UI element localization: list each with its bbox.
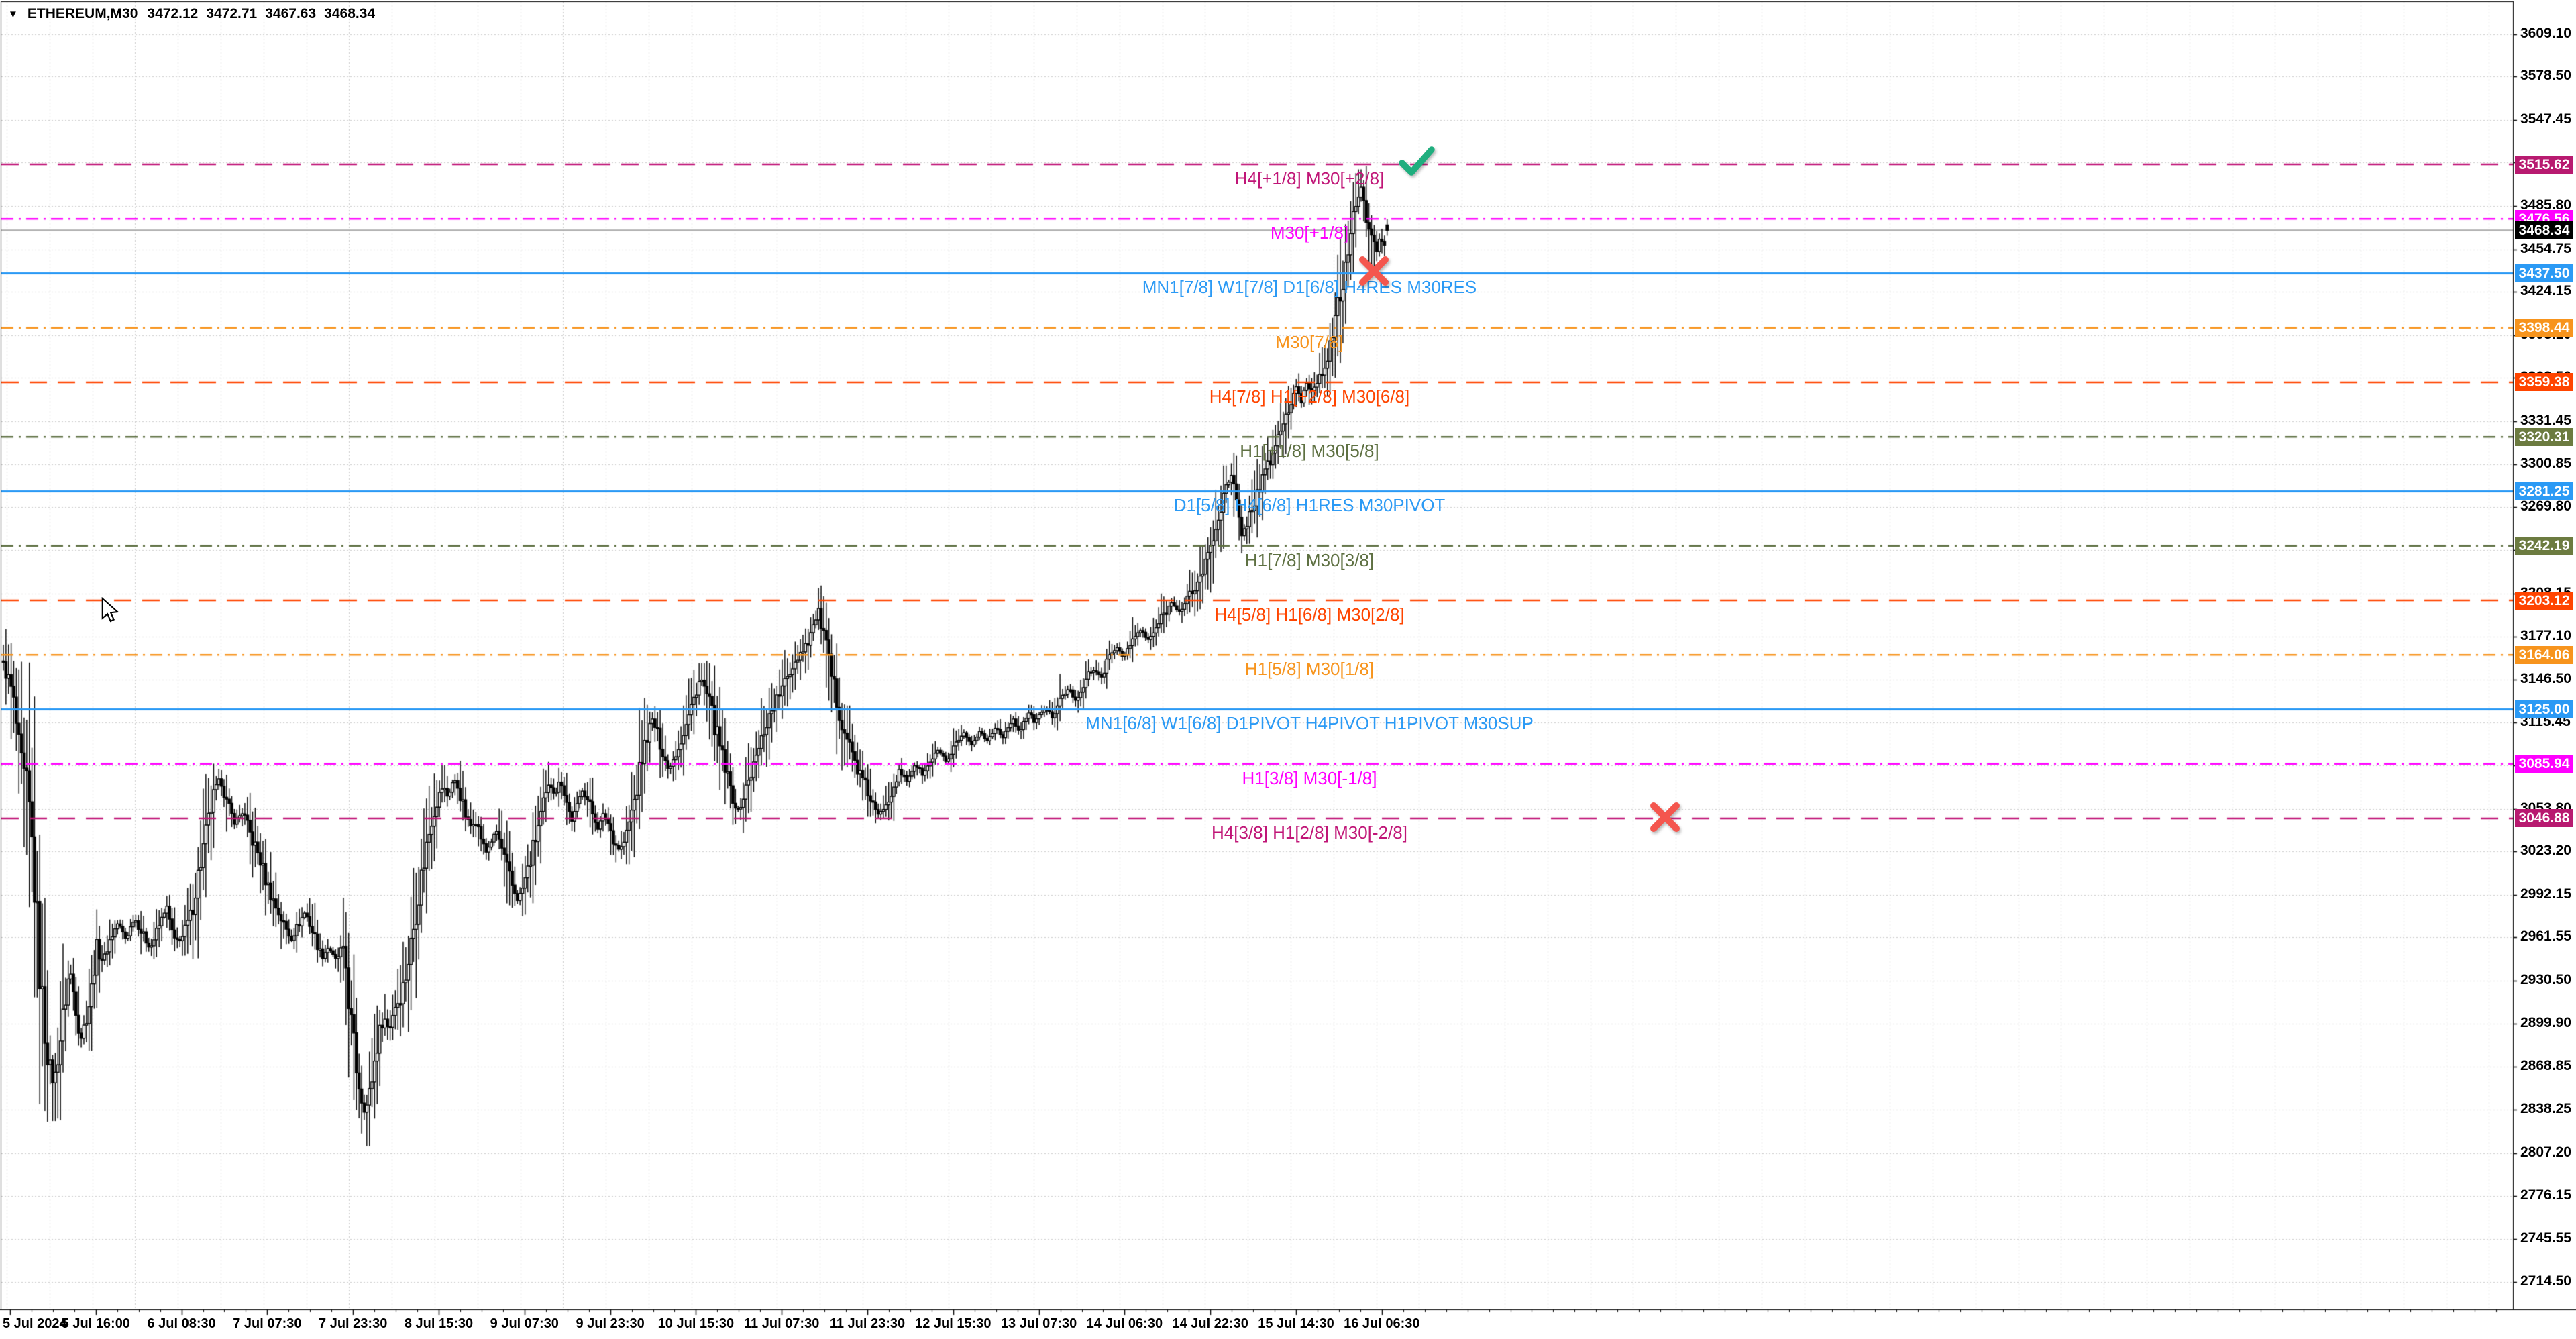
time-axis-tick[interactable]: 6 Jul 08:30 xyxy=(147,1316,216,1331)
price-axis-tick[interactable]: 3424.15 xyxy=(2520,283,2571,299)
price-level-badge: 3320.31 xyxy=(2515,427,2573,446)
price-axis-tick[interactable]: 2838.25 xyxy=(2520,1100,2571,1116)
chart-title: ▼ ETHEREUM,M30 3472.12 3472.71 3467.63 3… xyxy=(8,6,375,22)
murrey-level-label: MN1[6/8] W1[6/8] D1PIVOT H4PIVOT H1PIVOT… xyxy=(1085,713,1534,734)
price-axis-tick[interactable]: 3331.45 xyxy=(2520,413,2571,429)
time-axis-tick[interactable]: 5 Jul 2024 xyxy=(3,1316,67,1331)
price-level-badge: 3203.12 xyxy=(2515,591,2573,610)
murrey-level-label: H4[7/8] H1[+2/8] M30[6/8] xyxy=(1209,386,1410,407)
price-axis-tick[interactable]: 3609.10 xyxy=(2520,25,2571,41)
price-axis-tick[interactable]: 2776.15 xyxy=(2520,1187,2571,1203)
time-axis-tick[interactable]: 11 Jul 23:30 xyxy=(829,1316,906,1331)
price-level-badge: 3125.00 xyxy=(2515,700,2573,718)
price-axis-tick[interactable]: 2961.55 xyxy=(2520,928,2571,945)
murrey-level-label: H4[5/8] H1[6/8] M30[2/8] xyxy=(1214,604,1405,625)
time-axis-tick[interactable]: 13 Jul 07:30 xyxy=(1000,1316,1077,1331)
murrey-level-label: M30[+1/8] xyxy=(1270,223,1349,244)
price-axis-tick[interactable]: 2992.15 xyxy=(2520,886,2571,902)
time-axis-tick[interactable]: 7 Jul 07:30 xyxy=(233,1316,302,1331)
price-level-badge: 3164.06 xyxy=(2515,645,2573,664)
price-level-badge: 3398.44 xyxy=(2515,319,2573,337)
ohlc-values: 3472.12 3472.71 3467.63 3468.34 xyxy=(147,6,375,22)
symbol-timeframe-label: ETHEREUM,M30 xyxy=(27,6,138,21)
time-axis-tick[interactable]: 7 Jul 23:30 xyxy=(319,1316,388,1331)
price-axis-tick[interactable]: 2745.55 xyxy=(2520,1230,2571,1246)
cross-mark-icon[interactable] xyxy=(1646,800,1684,838)
price-axis-tick[interactable]: 2714.50 xyxy=(2520,1273,2571,1289)
murrey-level-label: D1[5/8] H4[6/8] H1RES M30PIVOT xyxy=(1173,495,1446,516)
price-level-badge: 3437.50 xyxy=(2515,264,2573,282)
current-price-badge: 3468.34 xyxy=(2515,221,2573,239)
price-axis-tick[interactable]: 2930.50 xyxy=(2520,972,2571,988)
price-level-badge: 3515.62 xyxy=(2515,155,2573,174)
time-axis-tick[interactable]: 8 Jul 15:30 xyxy=(404,1316,474,1331)
ohlc-close: 3468.34 xyxy=(324,6,376,21)
murrey-level-label: M30[7/8] xyxy=(1275,331,1344,352)
price-axis-tick[interactable]: 3023.20 xyxy=(2520,843,2571,859)
time-axis-tick[interactable]: 9 Jul 07:30 xyxy=(490,1316,559,1331)
price-axis-tick[interactable]: 3454.75 xyxy=(2520,240,2571,256)
price-axis-tick[interactable]: 3547.45 xyxy=(2520,111,2571,127)
time-axis-tick[interactable]: 14 Jul 22:30 xyxy=(1172,1316,1248,1331)
mouse-cursor-icon xyxy=(101,596,121,627)
murrey-level-label: H1[5/8] M30[1/8] xyxy=(1244,659,1375,680)
price-axis-tick[interactable]: 3300.85 xyxy=(2520,455,2571,471)
price-axis-tick[interactable]: 2899.90 xyxy=(2520,1014,2571,1030)
time-axis-tick[interactable]: 16 Jul 06:30 xyxy=(1344,1316,1420,1331)
price-level-badge: 3046.88 xyxy=(2515,809,2573,828)
price-axis-tick[interactable]: 2868.85 xyxy=(2520,1058,2571,1074)
time-axis-tick[interactable]: 10 Jul 15:30 xyxy=(657,1316,735,1331)
ohlc-open: 3472.12 xyxy=(147,6,199,21)
time-axis-tick[interactable]: 12 Jul 15:30 xyxy=(915,1316,991,1331)
murrey-level-label: H1[3/8] M30[-1/8] xyxy=(1242,767,1377,788)
murrey-level-label: H4[3/8] H1[2/8] M30[-2/8] xyxy=(1212,822,1407,843)
ohlc-high: 3472.71 xyxy=(206,6,258,21)
price-axis-tick[interactable]: 3269.80 xyxy=(2520,498,2571,515)
price-level-badge: 3085.94 xyxy=(2515,755,2573,773)
price-axis-tick[interactable]: 3578.50 xyxy=(2520,68,2571,84)
murrey-level-label: H4[+1/8] M30[+2/8] xyxy=(1234,168,1385,189)
time-axis-tick[interactable]: 9 Jul 23:30 xyxy=(576,1316,645,1331)
time-axis-tick[interactable]: 11 Jul 07:30 xyxy=(744,1316,820,1331)
price-axis-tick[interactable]: 2807.20 xyxy=(2520,1144,2571,1160)
price-axis-tick[interactable]: 3485.80 xyxy=(2520,197,2571,213)
time-axis-tick[interactable]: 14 Jul 06:30 xyxy=(1086,1316,1163,1331)
price-level-badge: 3359.38 xyxy=(2515,373,2573,392)
ohlc-low: 3467.63 xyxy=(265,6,317,21)
cross-mark-icon[interactable] xyxy=(1354,254,1393,292)
murrey-level-label: MN1[7/8] W1[7/8] D1[6/8] H4RES M30RES xyxy=(1142,277,1477,298)
check-mark-icon[interactable] xyxy=(1397,144,1436,182)
murrey-level-label: H1[7/8] M30[3/8] xyxy=(1244,549,1375,570)
time-axis-tick[interactable]: 5 Jul 16:00 xyxy=(61,1316,130,1331)
time-axis-tick[interactable]: 15 Jul 14:30 xyxy=(1258,1316,1334,1331)
collapse-triangle-icon[interactable]: ▼ xyxy=(8,8,18,20)
price-level-badge: 3281.25 xyxy=(2515,482,2573,500)
price-axis-tick[interactable]: 3146.50 xyxy=(2520,670,2571,686)
murrey-level-label: H1[+1/8] M30[5/8] xyxy=(1240,441,1379,462)
price-axis-tick[interactable]: 3177.10 xyxy=(2520,628,2571,644)
price-level-badge: 3242.19 xyxy=(2515,537,2573,555)
